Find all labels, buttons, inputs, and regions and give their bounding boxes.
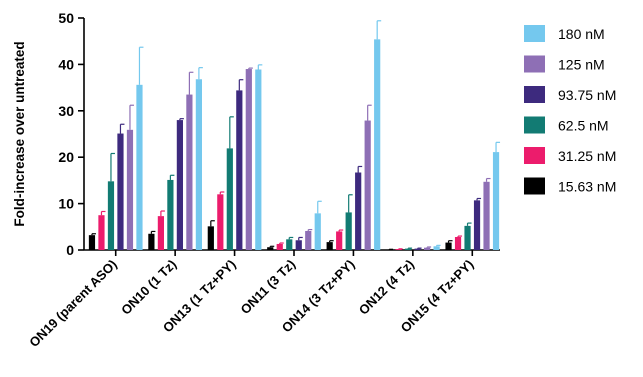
category-label: ON12 (4 Tz) (356, 257, 417, 318)
error-bars-layer (91, 20, 501, 250)
legend-swatch (524, 116, 545, 134)
bar (126, 129, 134, 250)
legend-label: 62.5 nM (558, 118, 609, 134)
bar (364, 120, 371, 250)
bar (326, 242, 333, 250)
legend-label: 15.63 nM (558, 179, 616, 195)
bar (295, 240, 302, 250)
bar (445, 242, 452, 250)
bar (492, 152, 500, 250)
y-tick-label: 20 (58, 149, 74, 165)
bar (433, 246, 440, 250)
bar (314, 213, 321, 250)
legend-swatch (524, 25, 545, 42)
bar (207, 226, 214, 250)
legend-label: 31.25 nM (558, 148, 616, 164)
bar (374, 39, 381, 251)
bar (236, 90, 243, 250)
bar (286, 239, 293, 250)
bar (355, 172, 362, 250)
y-tick-label: 50 (58, 10, 74, 26)
legend-swatch (524, 55, 545, 73)
y-axis-title: Fold-increase over untreated (12, 41, 27, 226)
bar (107, 181, 115, 250)
bars-layer (88, 39, 500, 251)
bar (157, 216, 164, 250)
bar (217, 194, 224, 250)
bar (255, 69, 262, 250)
bar (395, 249, 402, 250)
y-tick-label: 40 (58, 56, 74, 72)
bar (136, 84, 143, 250)
bar (473, 200, 481, 250)
bar (267, 247, 274, 250)
bar (305, 230, 312, 250)
y-tick-label: 30 (58, 103, 74, 119)
bar (454, 237, 462, 250)
y-tick-label: 0 (66, 242, 74, 258)
bar (148, 233, 155, 250)
bar (276, 243, 283, 250)
legend-swatch (524, 86, 545, 103)
bar (98, 215, 105, 250)
y-tick-label: 10 (58, 196, 74, 212)
axes: 0 10 20 30 40 50 (58, 10, 500, 258)
bar (195, 79, 202, 250)
category-label: ON19 (parent ASO) (26, 257, 120, 351)
bar (186, 94, 193, 250)
legend-swatch (524, 177, 545, 195)
bar (464, 225, 471, 250)
legend-swatch (524, 147, 545, 164)
category-label: ON11 (3 Tz) (237, 257, 298, 318)
bar (386, 249, 393, 251)
bar (117, 133, 124, 250)
bar (483, 181, 490, 250)
bar (167, 179, 174, 250)
bar (245, 69, 252, 250)
bar (88, 235, 96, 250)
legend-label: 93.75 nM (558, 87, 616, 103)
legend-label: 180 nM (558, 26, 605, 42)
bar (345, 212, 352, 250)
bar (176, 120, 183, 250)
bar (226, 148, 233, 250)
category-labels: ON19 (parent ASO)ON10 (1 Tz)ON13 (1 Tz+P… (26, 257, 476, 351)
y-axis-title-group: Fold-increase over untreated (12, 41, 27, 226)
bar (424, 247, 431, 250)
legend: 180 nM 125 nM 93.75 nM 62.5 nM 31.25 nM 15.63… (524, 25, 616, 195)
bar (405, 248, 412, 250)
bar (414, 248, 421, 250)
legend-label: 125 nM (558, 57, 605, 73)
category-label: ON10 (1 Tz) (118, 257, 179, 318)
bar (336, 231, 343, 250)
